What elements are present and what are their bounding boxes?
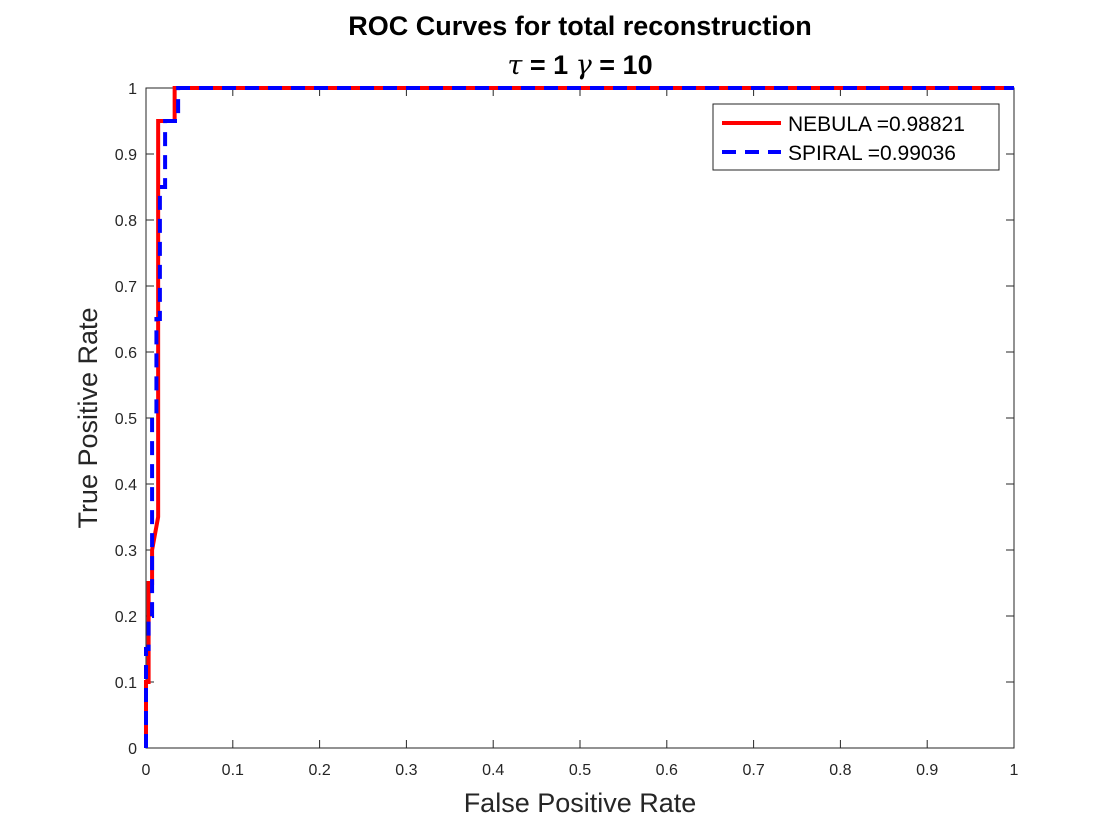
legend-label-spiral: SPIRAL =0.99036	[788, 142, 956, 165]
y-axis-label: True Positive Rate	[73, 307, 103, 528]
x-axis-label: False Positive Rate	[464, 788, 697, 818]
legend: NEBULA =0.98821 SPIRAL =0.99036	[712, 103, 1000, 171]
x-tick-label: 0	[142, 762, 151, 779]
x-tick-label: 0.4	[482, 762, 504, 779]
y-tick-label: 0.9	[115, 147, 137, 164]
x-tick-label: 0.1	[222, 762, 244, 779]
y-tick-label: 0.6	[115, 345, 137, 362]
x-tick-label: 1	[1010, 762, 1019, 779]
series-layer	[144, 86, 1014, 748]
series-line-spiral	[144, 86, 1014, 748]
y-tick-label: 1	[128, 81, 137, 98]
x-tick-label: 0.5	[569, 762, 591, 779]
x-tick-label: 0.7	[742, 762, 764, 779]
axis-tick-labels: 0 0.1 0.2 0.3 0.4 0.5 0.6 0.7 0.8 0.9 1 0 0.1 0.2 0.3 0…	[115, 81, 1019, 779]
legend-label-nebula: NEBULA =0.98821	[788, 113, 965, 136]
y-tick-label: 0.3	[115, 543, 137, 560]
y-tick-label: 0.8	[115, 213, 137, 230]
x-tick-label: 0.9	[916, 762, 938, 779]
tau-value: = 1	[522, 50, 575, 80]
x-tick-label: 0.2	[308, 762, 330, 779]
x-tick-label: 0.3	[395, 762, 417, 779]
y-tick-label: 0.4	[115, 477, 137, 494]
chart-subtitle: τ = 1 γ = 10	[507, 50, 652, 81]
gamma-symbol: γ	[576, 50, 593, 81]
chart-title: ROC Curves for total reconstruction	[348, 11, 812, 41]
y-tick-label: 0	[128, 741, 137, 758]
x-tick-label: 0.8	[829, 762, 851, 779]
series-line-nebula	[144, 86, 1014, 748]
tau-symbol: τ	[507, 50, 523, 81]
axes-box	[145, 87, 1015, 749]
y-tick-label: 0.7	[115, 279, 137, 296]
y-tick-label: 0.5	[115, 411, 137, 428]
x-tick-label: 0.6	[656, 762, 678, 779]
legend-box	[712, 103, 1000, 171]
y-tick-label: 0.2	[115, 609, 137, 626]
gamma-value: = 10	[592, 50, 653, 80]
y-tick-label: 0.1	[115, 675, 137, 692]
